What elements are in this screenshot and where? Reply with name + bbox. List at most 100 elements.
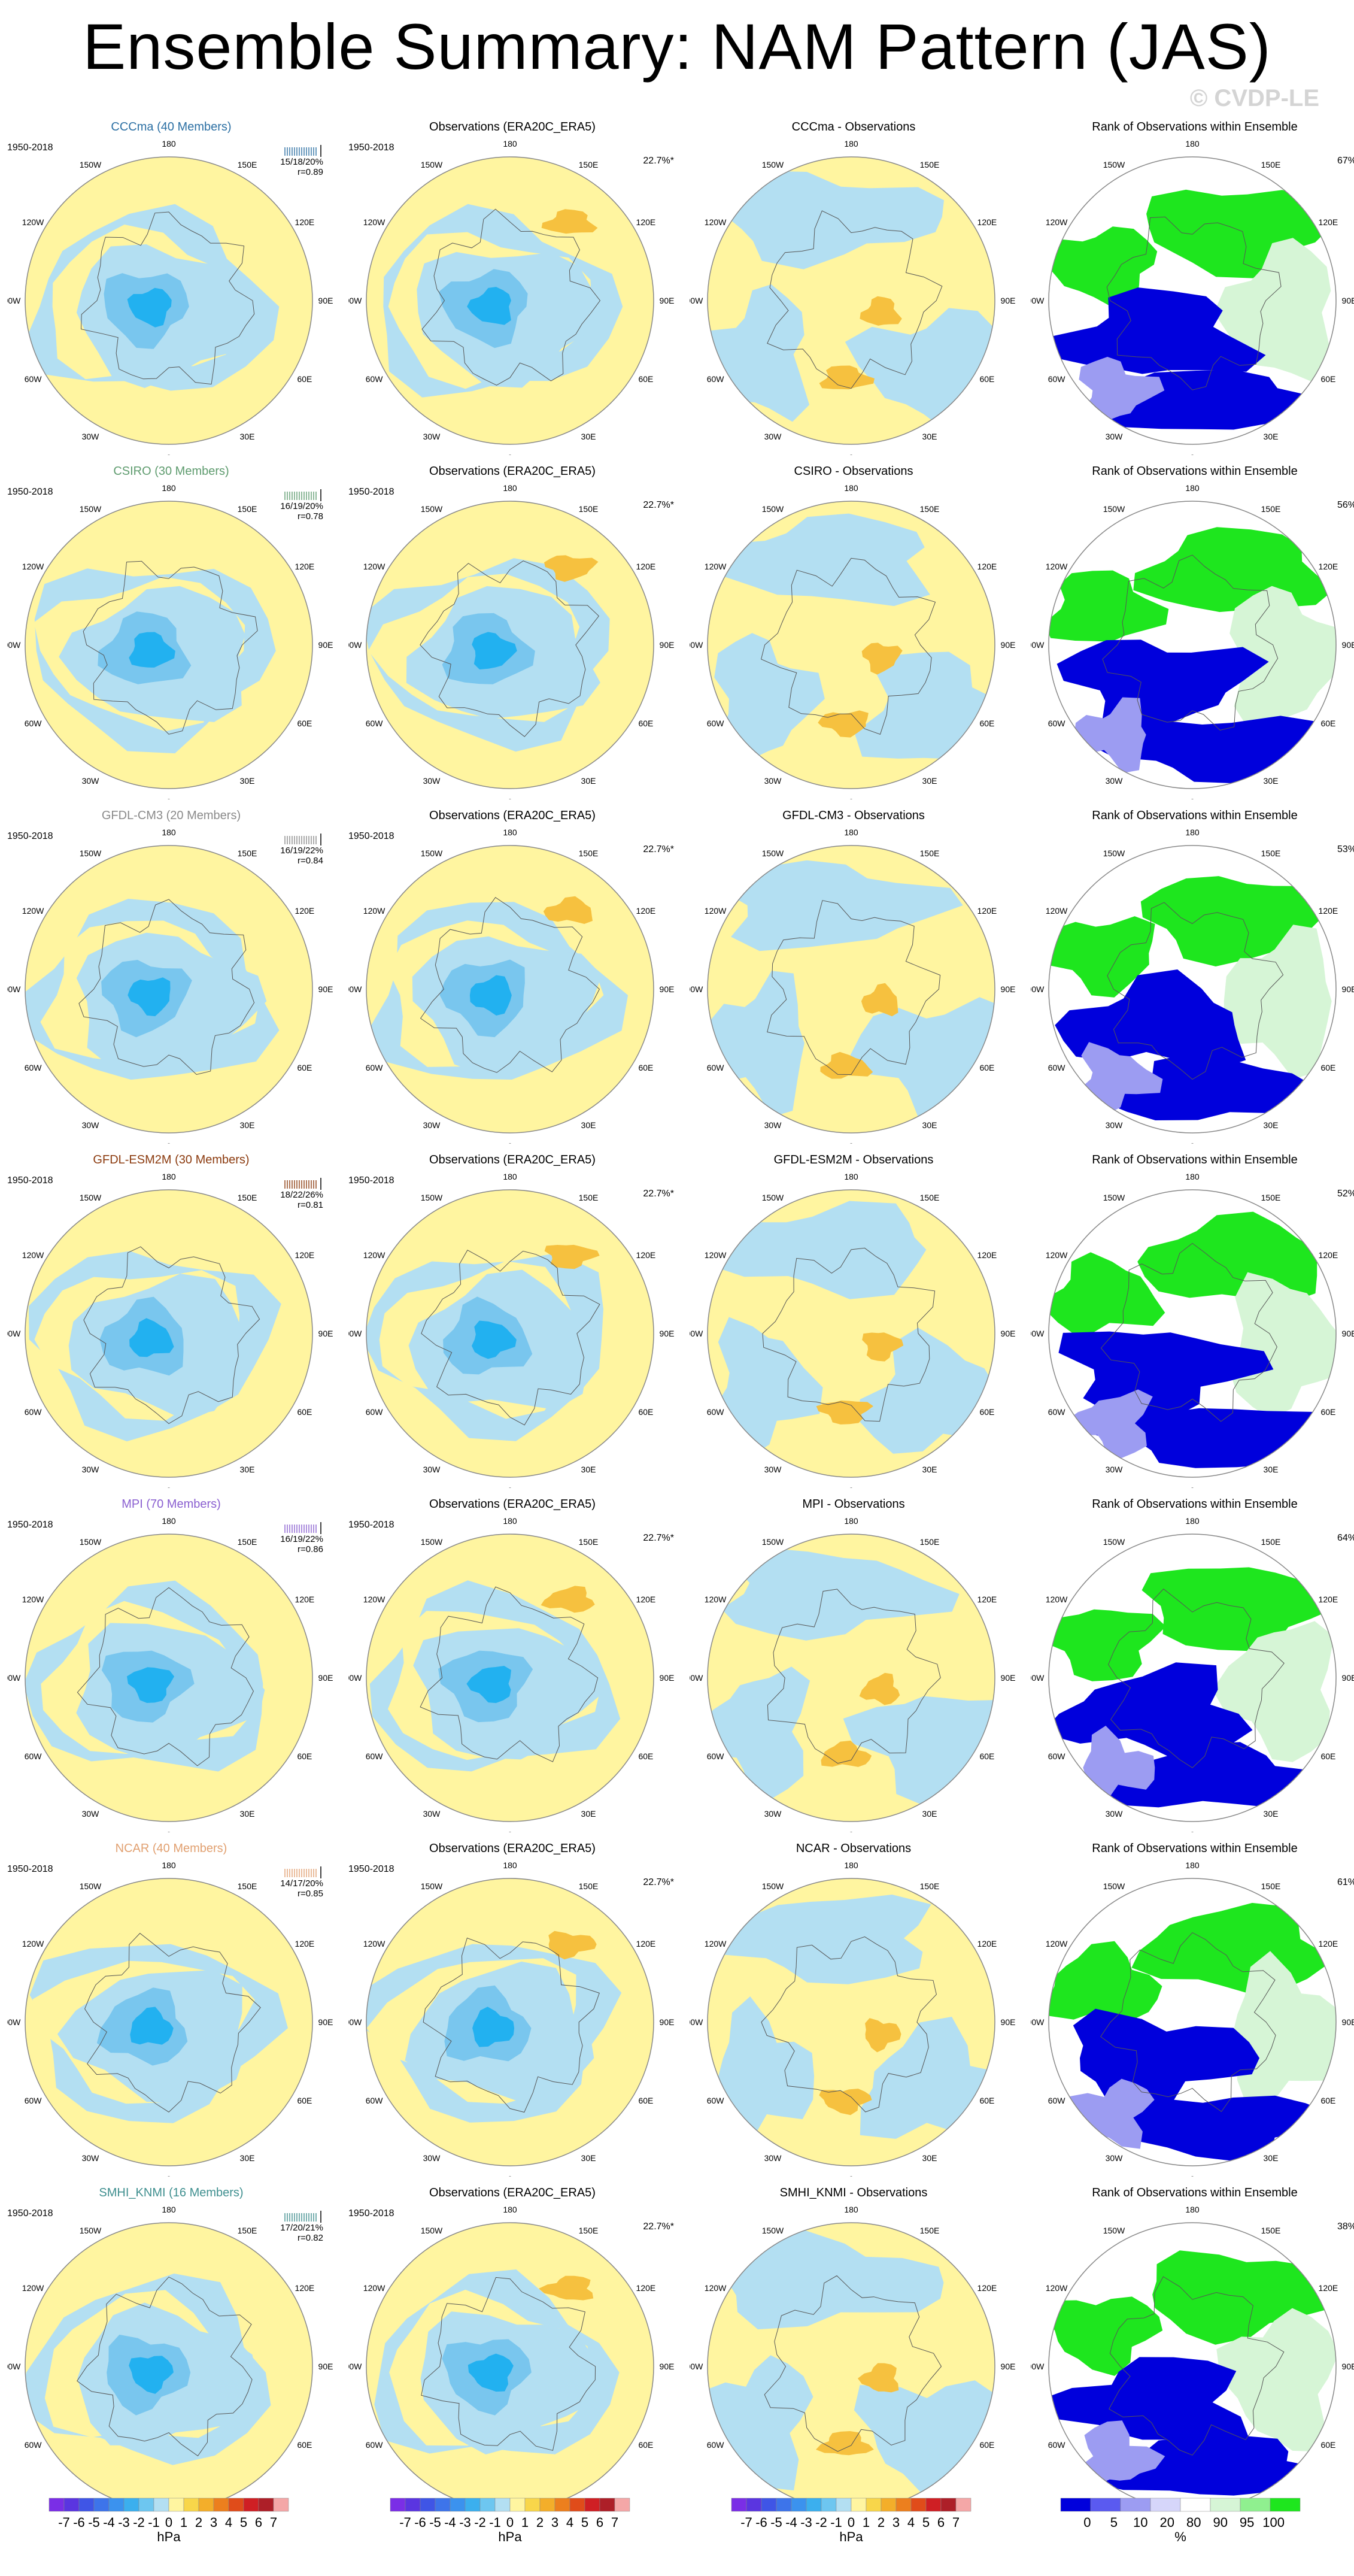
- lon-label: 90W: [690, 2017, 703, 2027]
- lon-label: 180: [1185, 483, 1200, 493]
- coastline: [1100, 1932, 1276, 2113]
- lon-label: 90W: [1031, 640, 1045, 650]
- lon-label: 0: [849, 453, 854, 455]
- lon-label: 150E: [579, 1881, 599, 1891]
- lon-label: 150E: [238, 1193, 257, 1202]
- lon-label: 150W: [1103, 1193, 1125, 1202]
- lon-label: 30W: [82, 776, 100, 786]
- lon-label: 120E: [295, 2283, 315, 2293]
- colorbar-tick: 4: [907, 2515, 915, 2530]
- lon-label: 120W: [22, 1939, 44, 1948]
- panel-title: SMHI_KNMI (16 Members): [99, 2186, 244, 2199]
- lon-label: 30W: [764, 2153, 782, 2163]
- colorbar-tick: -1: [148, 2515, 160, 2530]
- colorbar-tick: 5: [581, 2515, 588, 2530]
- panel-obs: Observations (ERA20C_ERA5) 1950-2018 22.7%…: [348, 1153, 676, 1488]
- lon-label: 0: [1190, 797, 1195, 799]
- lon-label: 60E: [638, 2440, 653, 2450]
- coastline: [1109, 2276, 1285, 2456]
- lon-label: 180: [162, 139, 176, 149]
- lon-label: 30E: [1264, 1465, 1279, 1474]
- lon-label: 30E: [922, 432, 937, 441]
- member-strip: [284, 1866, 321, 1878]
- colorbar-tick: -2: [474, 2515, 486, 2530]
- colorbar-tick: -5: [770, 2515, 782, 2530]
- lon-label: 90W: [690, 984, 703, 994]
- map-obs-0: 180 150E 120E 90E 60E 30E 0 30W 60W 90W 120W 150W: [348, 139, 674, 455]
- colorbar-tick: -2: [133, 2515, 145, 2530]
- ensemble-stats: 16/19/22% r=0.84: [280, 834, 323, 866]
- lon-label: 90E: [660, 296, 675, 305]
- lon-label: 60E: [638, 2096, 653, 2105]
- lon-label: 90E: [1342, 1329, 1354, 1338]
- colorbar-tick: 1: [180, 2515, 187, 2530]
- map-border: [25, 845, 313, 1134]
- lon-label: 60W: [25, 2440, 42, 2450]
- lon-label: 30E: [240, 1120, 255, 1130]
- colorbar-cell: [746, 2498, 762, 2512]
- lon-label: 60E: [297, 374, 312, 384]
- longitude-labels: 180150E120E90E60E30E030W60W90W120W150W: [348, 1516, 674, 1832]
- lon-label: 150E: [238, 2226, 257, 2235]
- negative-core: [127, 1667, 175, 1703]
- colorbar-unit: hPa: [839, 2529, 863, 2544]
- longitude-labels: 180150E120E90E60E30E030W60W90W120W150W: [690, 139, 1015, 455]
- lon-label: 30E: [240, 1465, 255, 1474]
- lon-label: 120W: [1046, 1250, 1068, 1260]
- lon-label: 30E: [240, 1809, 255, 1819]
- negative-region: [721, 1547, 960, 1641]
- lon-label: 120W: [1046, 1939, 1068, 1948]
- lon-label: 60E: [979, 374, 994, 384]
- longitude-labels: 180150E120E90E60E30E030W60W90W120W150W: [348, 1172, 674, 1488]
- lon-label: 120E: [636, 2283, 656, 2293]
- negative-core: [129, 2356, 174, 2394]
- lon-label: 150E: [1261, 504, 1281, 514]
- explained-variance: 22.7%*: [643, 1877, 674, 1887]
- longitude-labels: 180150E120E90E60E30E030W60W90W120W150W: [7, 1860, 333, 2177]
- panel-title: CCCma - Observations: [791, 120, 916, 134]
- coastline: [83, 560, 258, 735]
- ensemble-stats: 16/19/22% r=0.86: [280, 1522, 323, 1554]
- longitude-labels: 180150E120E90E60E30E030W60W90W120W150W: [7, 483, 333, 799]
- lon-label: 60W: [707, 374, 725, 384]
- polar-map: 180 150E 120E 90E 60E 30E 0 30W 60W 90W 120W 150W: [690, 1860, 1015, 2177]
- colorbar-tick: 7: [270, 2515, 277, 2530]
- lon-label: 90W: [348, 2017, 362, 2027]
- period-label: 1950-2018: [7, 143, 53, 153]
- lon-label: 90E: [318, 984, 333, 994]
- lon-label: 60W: [707, 2096, 725, 2105]
- lon-label: 60W: [707, 1407, 725, 1417]
- lon-label: 60W: [707, 1063, 725, 1072]
- panel-title: GFDL-ESM2M - Observations: [773, 1153, 934, 1166]
- longitude-labels: 180150E120E90E60E30E030W60W90W120W150W: [690, 1860, 1015, 2177]
- lon-label: 150W: [762, 1537, 784, 1547]
- panel-title: Rank of Observations within Ensemble: [1092, 809, 1298, 822]
- rank-low-region: [1093, 716, 1322, 784]
- lon-label: 120W: [22, 906, 44, 916]
- coastline: [83, 1246, 260, 1425]
- negative-region: [728, 2229, 944, 2330]
- positive-core: [548, 1931, 597, 1960]
- longitude-labels: 180150E120E90E60E30E030W60W90W120W150W: [348, 2205, 674, 2521]
- positive-core: [819, 365, 875, 390]
- lon-label: 120W: [363, 906, 385, 916]
- lon-label: 30E: [1264, 432, 1279, 441]
- panel-title: NCAR - Observations: [796, 1842, 912, 1855]
- lon-label: 150W: [762, 1193, 784, 1202]
- colorbar-tick: 6: [596, 2515, 603, 2530]
- lon-label: 120W: [363, 1250, 385, 1260]
- colorbar-tick: -1: [489, 2515, 501, 2530]
- colorbar-cell: [78, 2498, 95, 2512]
- rank-low-region: [1098, 2095, 1336, 2162]
- lon-label: 120E: [1319, 1595, 1338, 1604]
- lon-label: 90E: [318, 1673, 333, 1683]
- colorbar-cell: [955, 2498, 972, 2512]
- colorbar-hpa-1: -7 -6 -5 -4 -3 -2 -1 0 1 2 3 4 5 6 7 hPa: [48, 2498, 289, 2544]
- lon-label: 30W: [764, 1120, 782, 1130]
- panel-diff: GFDL-ESM2M - Observations 180 150E 120E 90E 6…: [690, 1153, 1018, 1488]
- lon-label: 30E: [240, 776, 255, 786]
- panel-obs: Observations (ERA20C_ERA5) 1950-2018 22.7%…: [348, 464, 676, 799]
- colorbar-tick: 7: [611, 2515, 618, 2530]
- rank-high-region: [1049, 570, 1169, 642]
- stats-correlation: r=0.84: [297, 856, 323, 866]
